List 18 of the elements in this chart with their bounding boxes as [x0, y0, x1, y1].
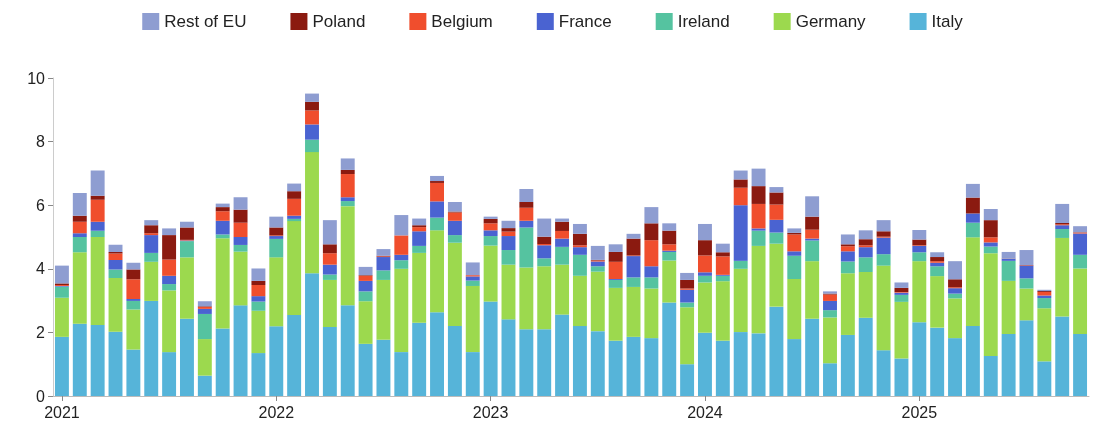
x-tick-label: 2022	[258, 403, 295, 421]
y-tick-label: 0	[36, 387, 46, 405]
x-tick-label: 2021	[44, 403, 80, 421]
y-tick-label: 10	[27, 69, 46, 87]
legend-label: Rest of EU	[164, 12, 247, 31]
legend-label: Germany	[795, 12, 867, 31]
legend-label: Poland	[312, 12, 366, 31]
legend-label: Italy	[931, 12, 964, 31]
legend-label: Ireland	[677, 12, 730, 31]
y-tick-label: 6	[36, 196, 46, 214]
x-tick-label: 2023	[472, 403, 509, 421]
legend-label: Belgium	[431, 12, 493, 31]
y-tick-label: 8	[36, 133, 46, 151]
x-tick-label: 2024	[687, 403, 723, 421]
y-tick-label: 2	[36, 323, 46, 341]
x-tick-label: 2025	[901, 403, 938, 421]
y-tick-label: 4	[36, 260, 46, 278]
legend-label: France	[558, 12, 612, 31]
